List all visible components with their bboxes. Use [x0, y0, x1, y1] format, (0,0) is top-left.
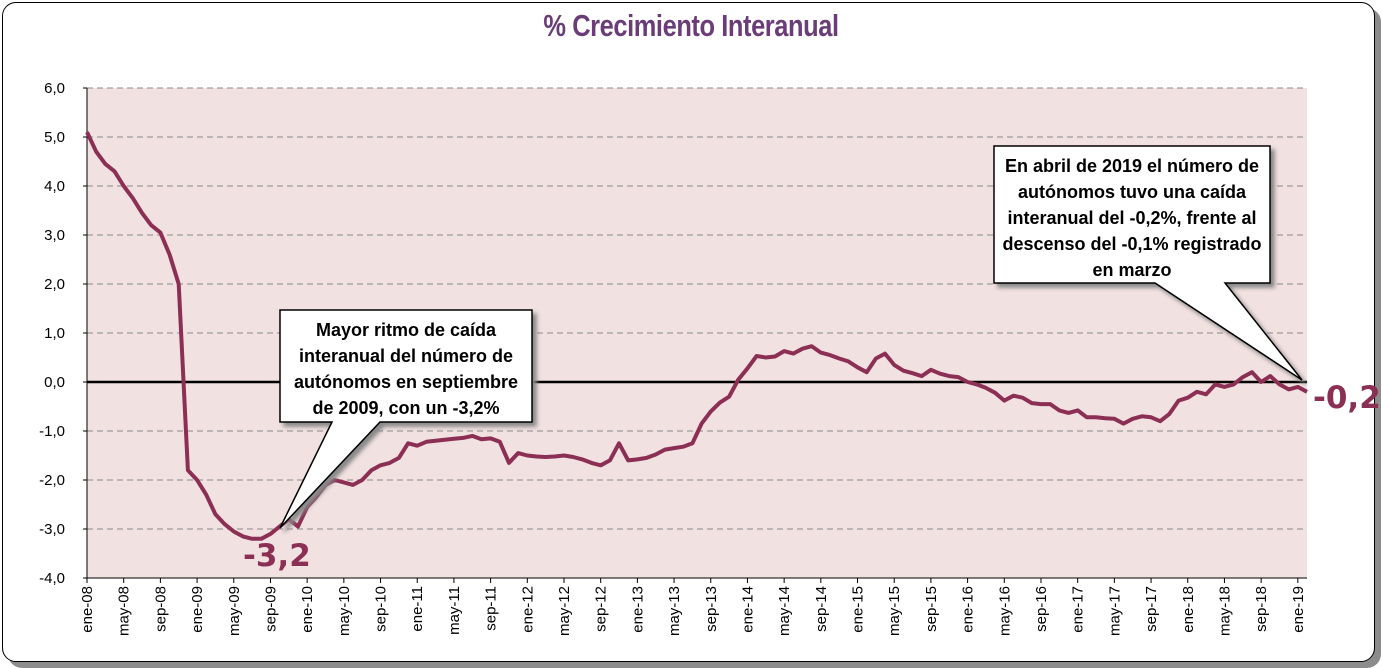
- x-tick-label: may-13: [666, 586, 683, 636]
- y-tick-label: 2,0: [44, 276, 65, 293]
- series-line: [85, 131, 1308, 541]
- x-tick-label: may-15: [886, 586, 903, 636]
- x-axis: ene-08 may-08 sep-08 ene-09 may-09 sep-09 ene-…: [79, 577, 1307, 636]
- callout-last-line: en marzo: [1092, 260, 1171, 280]
- x-tick-label: sep-12: [593, 586, 610, 632]
- x-tick-label: ene-11: [409, 586, 426, 632]
- y-tick-label: 6,0: [44, 80, 65, 97]
- x-tick-label: may-08: [116, 586, 133, 636]
- x-tick-label: ene-10: [299, 586, 316, 633]
- callout-min-line: de 2009, con un -3,2%: [312, 398, 499, 418]
- x-tick-label: sep-10: [373, 586, 390, 632]
- y-tick-label: 1,0: [44, 325, 65, 342]
- x-tick-label: ene-09: [189, 586, 206, 633]
- y-tick-label: 0,0: [44, 374, 65, 391]
- callout-last-line: autónomos tuvo una caída: [1018, 182, 1247, 202]
- x-tick-label: sep-14: [813, 586, 830, 632]
- x-tick-label: ene-18: [1180, 586, 1197, 633]
- x-tick-label: sep-17: [1143, 586, 1160, 632]
- callout-min-line: Mayor ritmo de caída: [316, 320, 497, 340]
- callout-apr-2019: En abril de 2019 el número de autónomos t…: [993, 145, 1303, 381]
- min-value-label: -3,2: [243, 538, 311, 574]
- y-tick-label: 5,0: [44, 129, 65, 146]
- x-tick-label: ene-15: [850, 586, 867, 633]
- x-tick-label: may-11: [446, 586, 463, 635]
- chart-title: % Crecimiento Interanual: [543, 8, 839, 43]
- y-tick-label: -1,0: [39, 423, 65, 440]
- x-tick-label: may-12: [556, 586, 573, 636]
- x-tick-label: ene-13: [629, 586, 646, 633]
- callout-min-2009: Mayor ritmo de caída interanual del númer…: [279, 309, 533, 529]
- y-tick-label: -3,0: [39, 521, 65, 538]
- x-tick-label: ene-08: [79, 586, 96, 633]
- y-tick-label: -2,0: [39, 472, 65, 489]
- x-tick-label: may-18: [1216, 586, 1233, 636]
- last-value-label: -0,2: [1313, 380, 1381, 416]
- x-tick-label: ene-19: [1290, 586, 1307, 633]
- y-tick-label: 4,0: [44, 178, 65, 195]
- callout-last-line: En abril de 2019 el número de: [1005, 156, 1259, 176]
- x-tick-label: ene-16: [960, 586, 977, 633]
- callout-last-line: interanual del -0,2%, frente al: [1007, 208, 1256, 228]
- y-tick-label: 3,0: [44, 227, 65, 244]
- x-tick-label: sep-08: [152, 586, 169, 632]
- y-tick-label: -4,0: [39, 570, 65, 587]
- x-tick-label: sep-18: [1253, 586, 1270, 632]
- y-axis: 6,0 5,0 4,0 3,0 2,0 1,0 0,0 -1,0 -2,0 -3,0 -4,0: [39, 80, 88, 587]
- x-tick-label: may-16: [996, 586, 1013, 636]
- x-tick-label: sep-16: [1033, 586, 1050, 632]
- x-tick-label: sep-11: [483, 586, 500, 631]
- callout-min-line: autónomos en septiembre: [294, 372, 518, 392]
- x-tick-label: may-14: [776, 586, 793, 636]
- callout-last-line: descenso del -0,1% registrado: [1002, 234, 1261, 254]
- x-tick-label: sep-15: [923, 586, 940, 632]
- x-tick-label: ene-14: [739, 586, 756, 633]
- x-tick-label: may-09: [226, 586, 243, 636]
- x-tick-label: sep-13: [703, 586, 720, 632]
- callout-min-line: interanual del número de: [299, 346, 513, 366]
- x-tick-label: ene-17: [1070, 586, 1087, 633]
- x-tick-label: may-10: [336, 586, 353, 636]
- x-tick-label: may-17: [1106, 586, 1123, 636]
- x-tick-label: ene-12: [519, 586, 536, 633]
- x-tick-label: sep-09: [262, 586, 279, 632]
